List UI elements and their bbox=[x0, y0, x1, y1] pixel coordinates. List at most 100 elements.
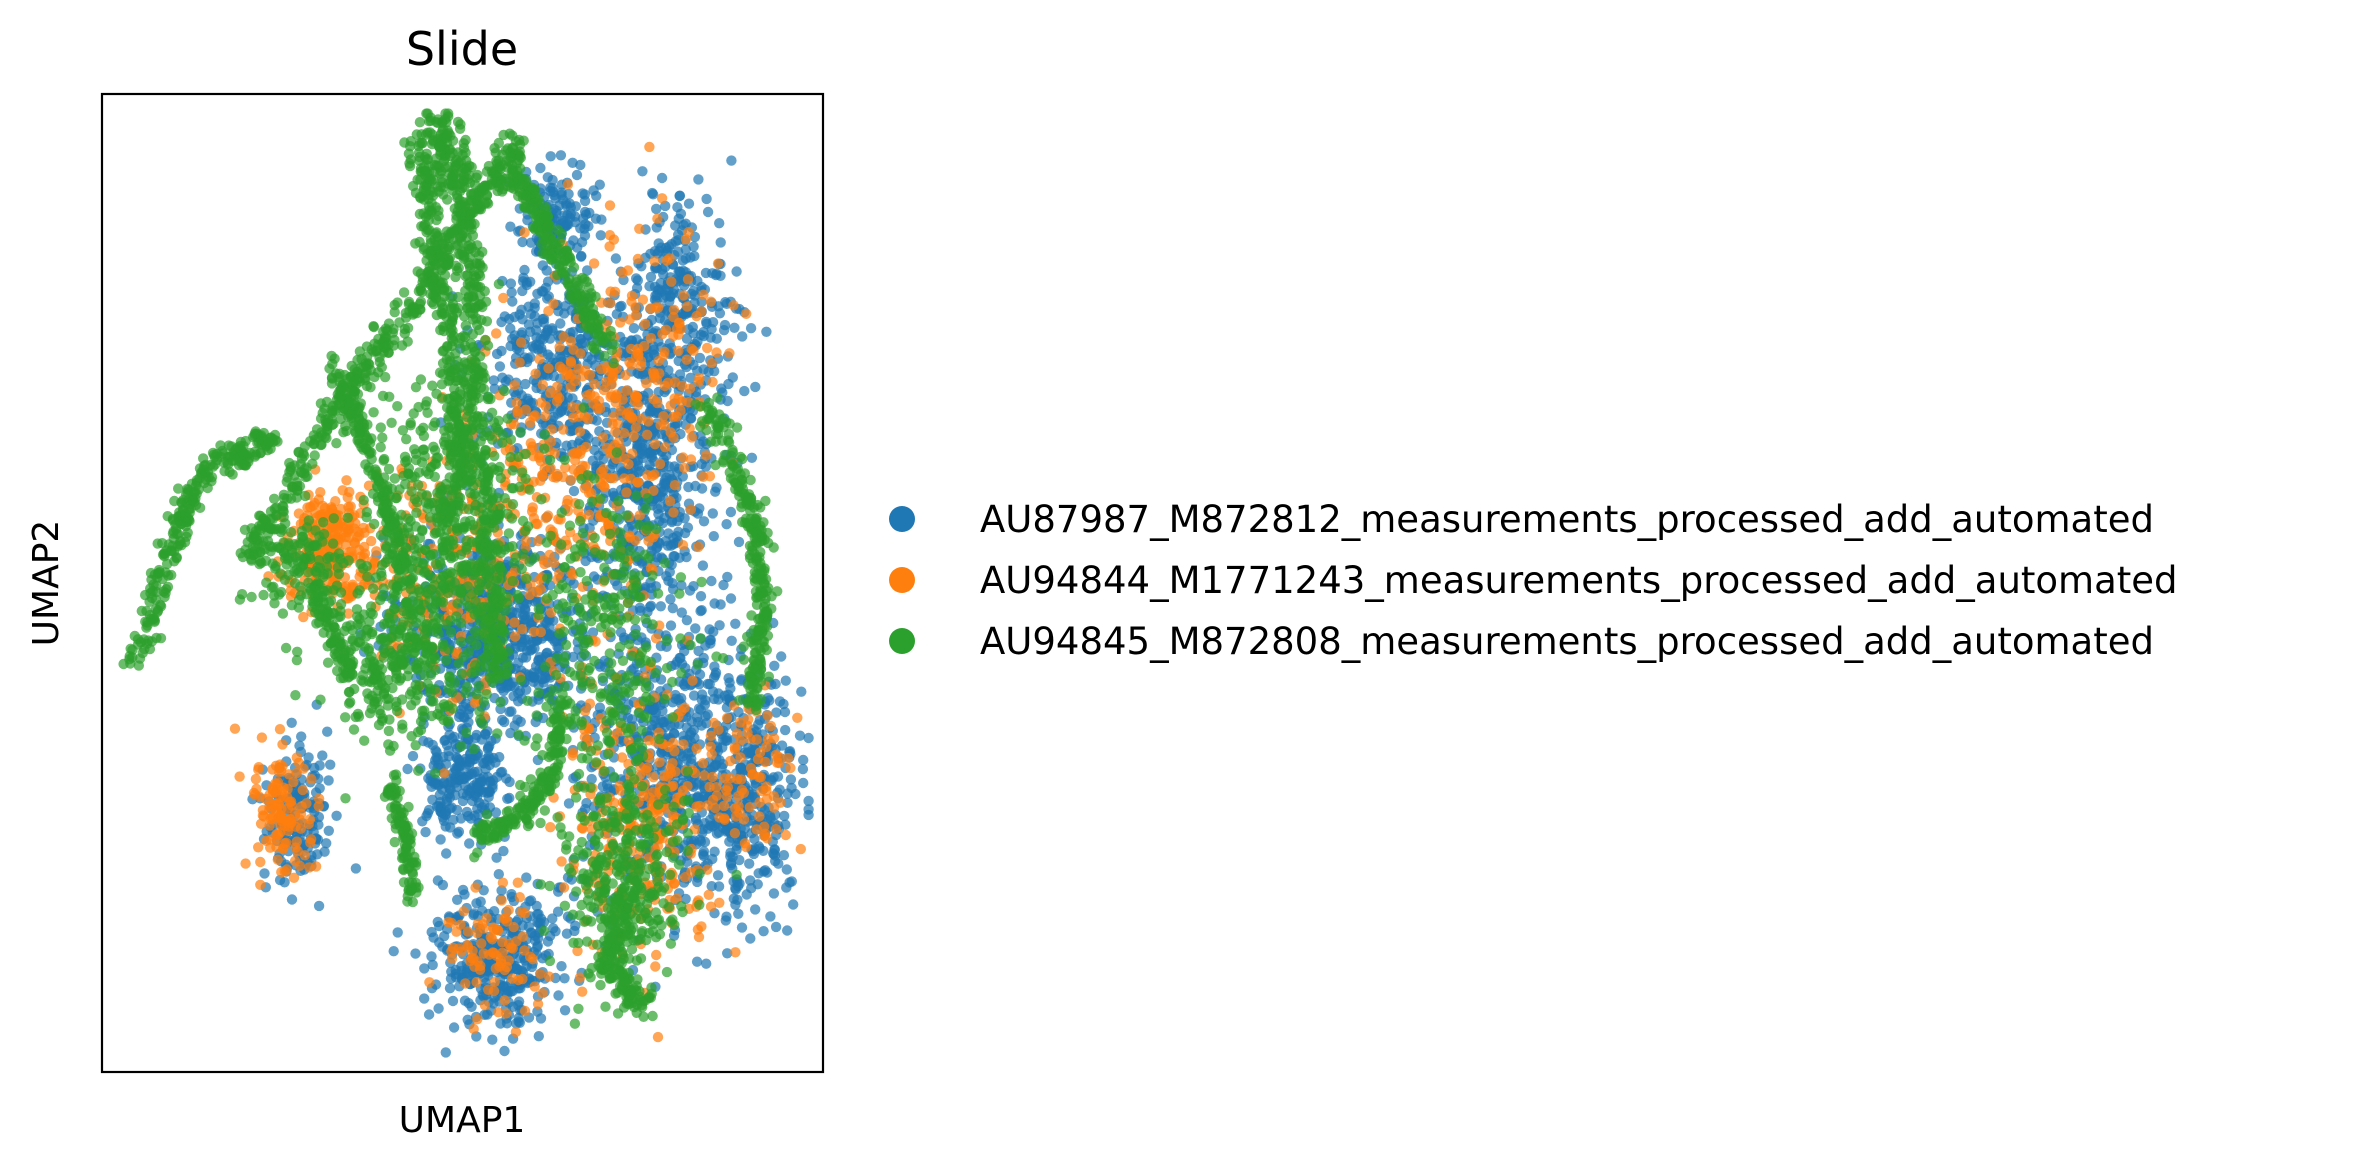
data-point bbox=[704, 471, 716, 482]
data-point bbox=[548, 615, 559, 626]
data-point bbox=[698, 330, 709, 342]
data-point bbox=[714, 620, 725, 631]
data-point bbox=[519, 1005, 531, 1017]
data-point bbox=[559, 308, 570, 319]
data-point bbox=[644, 141, 655, 153]
data-point bbox=[496, 895, 507, 906]
data-point bbox=[680, 244, 691, 255]
data-point bbox=[251, 783, 262, 795]
data-point bbox=[690, 623, 701, 634]
data-point bbox=[513, 657, 524, 668]
data-point bbox=[561, 928, 573, 939]
data-point bbox=[525, 237, 537, 248]
data-point bbox=[508, 921, 519, 933]
data-point bbox=[637, 166, 648, 177]
data-point bbox=[446, 917, 457, 928]
data-point bbox=[423, 1009, 435, 1020]
data-point bbox=[610, 253, 622, 264]
data-point bbox=[494, 961, 505, 972]
data-point bbox=[514, 357, 525, 368]
data-point bbox=[701, 450, 712, 461]
data-point bbox=[505, 278, 517, 289]
data-point bbox=[310, 861, 322, 872]
data-point bbox=[468, 1023, 479, 1035]
data-point bbox=[725, 851, 736, 862]
data-point bbox=[702, 678, 713, 690]
data-point bbox=[533, 908, 544, 920]
data-point bbox=[402, 763, 413, 775]
data-point bbox=[656, 172, 668, 184]
data-point bbox=[589, 378, 600, 390]
data-point bbox=[527, 954, 538, 965]
data-point bbox=[785, 774, 797, 785]
data-point bbox=[587, 627, 599, 638]
data-point bbox=[697, 560, 709, 571]
data-point bbox=[568, 578, 579, 589]
data-point bbox=[626, 360, 637, 371]
data-point bbox=[542, 510, 554, 521]
data-point bbox=[595, 230, 606, 241]
data-point bbox=[709, 598, 720, 609]
data-point bbox=[514, 685, 526, 697]
data-point bbox=[598, 480, 609, 492]
data-point bbox=[323, 825, 334, 836]
data-point bbox=[582, 390, 593, 401]
data-point bbox=[488, 752, 499, 764]
data-point bbox=[637, 294, 649, 305]
data-point bbox=[533, 679, 544, 691]
data-point bbox=[758, 926, 769, 937]
data-point bbox=[491, 328, 502, 339]
data-point bbox=[388, 946, 399, 957]
data-point bbox=[497, 714, 508, 726]
data-point bbox=[567, 157, 578, 168]
data-point bbox=[498, 685, 509, 697]
data-point bbox=[656, 487, 667, 498]
data-point bbox=[514, 892, 525, 903]
scatter-points bbox=[118, 108, 814, 1058]
data-point bbox=[676, 380, 688, 391]
data-point bbox=[650, 633, 662, 644]
data-point bbox=[562, 179, 574, 190]
data-point bbox=[632, 399, 644, 411]
data-point bbox=[540, 672, 551, 684]
data-point bbox=[774, 696, 786, 707]
data-point bbox=[554, 341, 565, 353]
data-point bbox=[720, 915, 731, 926]
data-point bbox=[510, 1026, 522, 1038]
data-point bbox=[620, 370, 631, 381]
data-point bbox=[725, 593, 737, 604]
data-point bbox=[665, 290, 676, 302]
data-point bbox=[532, 998, 544, 1010]
data-point bbox=[544, 549, 555, 561]
data-point bbox=[498, 292, 509, 304]
data-point bbox=[803, 795, 814, 807]
data-point bbox=[711, 347, 722, 358]
data-point bbox=[407, 750, 419, 762]
data-point bbox=[666, 276, 677, 287]
data-point bbox=[286, 717, 297, 728]
data-point bbox=[452, 894, 463, 905]
data-point bbox=[564, 372, 576, 383]
data-point bbox=[691, 743, 702, 754]
data-point bbox=[649, 430, 661, 441]
data-point bbox=[371, 546, 382, 557]
data-point bbox=[794, 730, 806, 741]
data-point bbox=[253, 762, 264, 773]
data-point bbox=[240, 858, 251, 869]
data-point bbox=[739, 385, 750, 397]
data-point bbox=[670, 689, 681, 701]
data-point bbox=[505, 986, 516, 997]
data-point bbox=[722, 948, 733, 959]
data-point bbox=[296, 731, 307, 742]
data-point bbox=[729, 322, 740, 333]
data-point bbox=[314, 783, 325, 794]
data-point bbox=[704, 635, 716, 646]
data-point bbox=[669, 480, 681, 491]
data-point bbox=[762, 867, 773, 878]
chart-title: Slide bbox=[406, 22, 518, 76]
data-point bbox=[695, 836, 707, 847]
data-point bbox=[652, 1031, 664, 1043]
data-point bbox=[558, 331, 569, 342]
data-point bbox=[797, 763, 809, 775]
data-point bbox=[727, 372, 738, 383]
